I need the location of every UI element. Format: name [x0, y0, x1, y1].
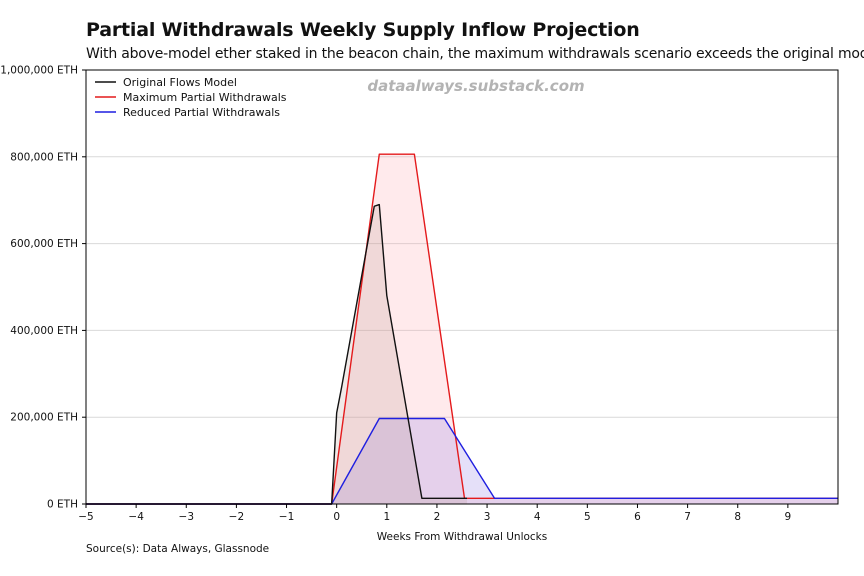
chart-subtitle: With above-model ether staked in the bea…: [86, 46, 864, 62]
y-tick-label: 0 ETH: [47, 499, 78, 511]
x-tick-label: −5: [78, 511, 93, 523]
series-fills: [86, 154, 838, 505]
x-tick-label: 0: [333, 511, 340, 523]
x-tick-label: −3: [179, 511, 194, 523]
series-fill-original-flows-model: [86, 204, 468, 505]
x-axis-title: Weeks From Withdrawal Unlocks: [377, 531, 547, 543]
series-fill-reduced-partial-withdrawals: [86, 418, 838, 504]
x-tick-label: 5: [584, 511, 591, 523]
x-tick-label: 6: [634, 511, 641, 523]
watermark-text: dataalways.substack.com: [367, 77, 584, 95]
x-tick-label: 8: [734, 511, 741, 523]
chart-title: Partial Withdrawals Weekly Supply Inflow…: [86, 19, 640, 41]
legend-label: Original Flows Model: [123, 76, 237, 89]
legend-label: Reduced Partial Withdrawals: [123, 106, 280, 119]
legend-label: Maximum Partial Withdrawals: [123, 91, 287, 104]
series-line-original-flows-model: [86, 203, 468, 505]
x-tick-label: 7: [684, 511, 691, 523]
plot-frame: [85, 69, 839, 505]
y-tick-label: 1,000,000 ETH: [0, 65, 78, 77]
x-tick-label: −2: [229, 511, 244, 523]
y-tick-label: 600,000 ETH: [10, 238, 78, 250]
y-tick-label: 800,000 ETH: [10, 151, 78, 163]
x-tick-label: 2: [434, 511, 441, 523]
x-tick-label: 4: [534, 511, 541, 523]
y-tick-label: 200,000 ETH: [10, 412, 78, 424]
x-tick-label: 1: [383, 511, 390, 523]
x-tick-label: 3: [484, 511, 491, 523]
y-tick-label: 400,000 ETH: [10, 325, 78, 337]
legend: Original Flows Model Maximum Partial With…: [95, 76, 287, 119]
grid-lines: [86, 156, 838, 418]
x-tick-label: 9: [785, 511, 792, 523]
source-note: Source(s): Data Always, Glassnode: [86, 543, 270, 555]
x-tick-label: −1: [279, 511, 294, 523]
x-tick-label: −4: [128, 511, 144, 523]
